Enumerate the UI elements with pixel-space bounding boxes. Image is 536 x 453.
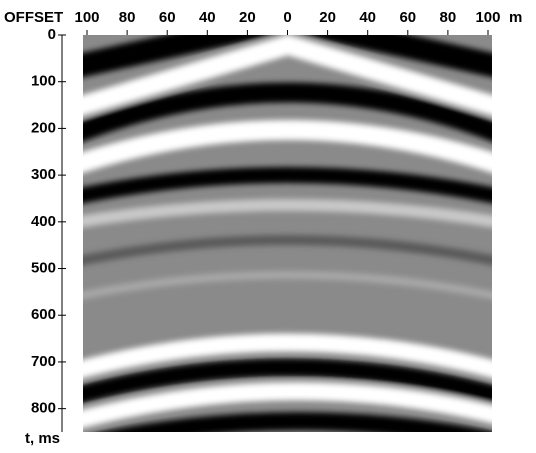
y-tick-label: 100 [31, 73, 56, 90]
band [83, 235, 492, 266]
band [99, 412, 492, 432]
y-tick-label: 400 [31, 213, 56, 230]
y-tick-label: 800 [31, 400, 56, 417]
x-tick-label: 80 [440, 9, 457, 26]
x-tick-label: 20 [239, 9, 256, 26]
x-tick-label: 100 [475, 9, 500, 26]
y-axis-label: t, ms [25, 430, 60, 447]
x-tick-label: 0 [283, 9, 291, 26]
reflection-bands [83, 35, 492, 432]
band [83, 199, 492, 228]
band [83, 120, 492, 173]
x-tick-label: 40 [359, 9, 376, 26]
band [83, 271, 492, 300]
band [83, 382, 492, 429]
x-tick-label: 40 [199, 9, 216, 26]
x-axis-label: OFFSET [4, 9, 63, 26]
y-tick-label: 0 [48, 26, 56, 43]
y-tick-label: 300 [31, 166, 56, 183]
band [83, 333, 492, 379]
y-tick-label: 200 [31, 119, 56, 136]
x-tick-label: 60 [159, 9, 176, 26]
y-tick-label: 500 [31, 259, 56, 276]
band [83, 358, 492, 404]
band [83, 35, 492, 78]
x-tick-label: 20 [319, 9, 336, 26]
x-axis-unit: m [509, 9, 522, 26]
x-tick-label: 100 [74, 9, 99, 26]
seismic-image [83, 35, 492, 432]
band [83, 167, 492, 204]
x-tick-label: 60 [399, 9, 416, 26]
y-tick-label: 700 [31, 353, 56, 370]
band [83, 35, 492, 116]
band [83, 82, 492, 142]
y-tick-label: 600 [31, 306, 56, 323]
x-tick-label: 80 [119, 9, 136, 26]
